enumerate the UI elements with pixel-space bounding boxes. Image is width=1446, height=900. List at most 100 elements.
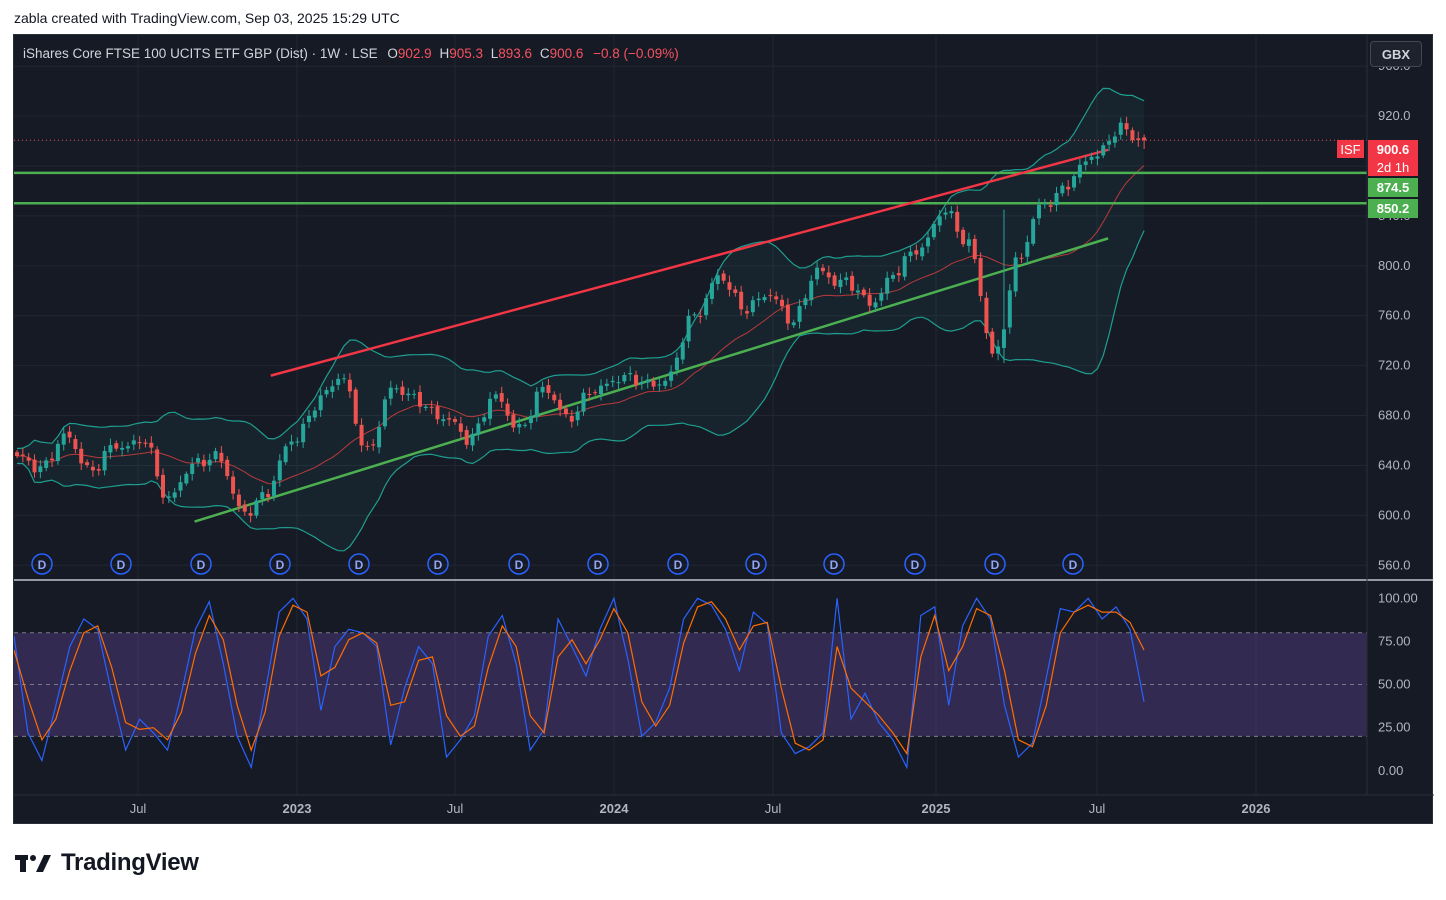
dividend-marker[interactable]: D xyxy=(1062,553,1084,575)
candle-body xyxy=(453,419,457,422)
candle-body xyxy=(861,289,866,296)
candle-body xyxy=(996,346,1001,354)
candle-body xyxy=(1077,164,1082,178)
candle-body xyxy=(891,274,895,279)
candle-body xyxy=(511,414,516,428)
dividend-marker-label: D xyxy=(594,558,603,572)
dividend-marker-label: D xyxy=(197,558,206,572)
dividend-marker-ring xyxy=(31,553,53,575)
candle-body xyxy=(26,457,31,461)
brand-name: TradingView xyxy=(61,849,199,876)
candle-body xyxy=(885,277,890,294)
candle-body xyxy=(990,331,995,354)
candle-body xyxy=(873,302,878,308)
upper-channel-trendline xyxy=(270,148,1109,377)
candle-body xyxy=(79,448,84,464)
candle-body xyxy=(797,306,802,322)
chart-legend: iShares Core FTSE 100 UCITS ETF GBP (Dis… xyxy=(23,46,679,61)
dividend-marker-ring xyxy=(427,553,449,575)
dividend-marker[interactable]: D xyxy=(110,553,132,575)
candle-body xyxy=(73,439,78,450)
candle-body xyxy=(307,415,311,423)
dividend-marker[interactable]: D xyxy=(984,553,1006,575)
candle-body xyxy=(663,380,668,386)
time-tick-label: 2025 xyxy=(922,801,951,816)
candle-body xyxy=(809,280,814,301)
candle-body xyxy=(850,275,855,291)
candle-body xyxy=(961,229,966,245)
dividend-marker[interactable]: D xyxy=(823,553,845,575)
candle-body xyxy=(108,445,113,453)
candle-body xyxy=(832,275,837,286)
dividend-marker[interactable]: D xyxy=(190,553,212,575)
candle-body xyxy=(844,277,849,281)
open-value: 902.9 xyxy=(397,46,432,61)
candle-body xyxy=(1095,156,1100,159)
dividend-marker[interactable]: D xyxy=(427,553,449,575)
dividend-marker[interactable]: D xyxy=(348,553,370,575)
time-tick-label: Jul xyxy=(765,801,782,816)
candle-body xyxy=(417,392,422,407)
candle-body xyxy=(966,239,971,246)
candle-body xyxy=(558,399,563,410)
candle-body xyxy=(1136,138,1141,141)
candle-body xyxy=(318,395,323,411)
candle-body xyxy=(867,294,872,306)
change-value: −0.8 (−0.09%) xyxy=(593,46,679,61)
trend-lines[interactable] xyxy=(194,148,1109,523)
candle-body xyxy=(266,494,271,498)
countdown-tag: 2d 1h xyxy=(1368,158,1418,176)
dividend-marker[interactable]: D xyxy=(587,553,609,575)
candle-body xyxy=(815,267,820,280)
tradingview-logo-icon xyxy=(15,855,51,872)
dividend-marker-ring xyxy=(984,553,1006,575)
candle-body xyxy=(365,445,370,447)
candle-body xyxy=(371,444,376,446)
dividend-marker[interactable]: D xyxy=(31,553,53,575)
candle-body xyxy=(131,440,136,445)
candle-body xyxy=(1112,136,1117,143)
candle-body xyxy=(1013,257,1018,292)
candle-body xyxy=(20,454,25,456)
candle-body xyxy=(347,379,352,392)
candle-body xyxy=(441,419,446,422)
stoch-tick-label: 50.00 xyxy=(1378,677,1411,692)
candle-body xyxy=(1130,130,1135,141)
candle-body xyxy=(978,258,983,296)
dividend-marker[interactable]: D xyxy=(269,553,291,575)
candle-body xyxy=(563,408,568,415)
dividend-marker-label: D xyxy=(117,558,126,572)
candle-body xyxy=(914,250,919,255)
high-label: H xyxy=(439,46,450,61)
candle-body xyxy=(639,382,644,384)
stoch-tick-label: 25.00 xyxy=(1378,720,1411,735)
horizontal-levels[interactable] xyxy=(14,139,1367,205)
candle-body xyxy=(569,415,574,422)
chart-attribution: zabla created with TradingView.com, Sep … xyxy=(14,10,400,26)
dividend-marker-ring xyxy=(667,553,689,575)
stoch-d-line xyxy=(14,600,1145,756)
candle-body xyxy=(593,392,598,394)
candle-body xyxy=(1118,122,1123,135)
dividend-marker-ring xyxy=(823,553,845,575)
candle-body xyxy=(493,394,498,399)
tradingview-brand[interactable]: TradingView xyxy=(15,848,199,878)
currency-button[interactable]: GBX xyxy=(1370,41,1422,67)
bollinger-lower xyxy=(16,230,1145,552)
last-price-tag: 900.6 xyxy=(1368,140,1418,158)
candle-body xyxy=(931,223,936,238)
dividend-marker[interactable]: D xyxy=(745,553,767,575)
dividend-marker[interactable]: D xyxy=(508,553,530,575)
price-tick-label: 720.0 xyxy=(1378,358,1411,373)
candle-body xyxy=(826,272,831,278)
dividend-marker[interactable]: D xyxy=(904,553,926,575)
dividend-marker[interactable]: D xyxy=(667,553,689,575)
candle-body xyxy=(774,296,779,300)
candle-body xyxy=(1048,205,1053,207)
candle-body xyxy=(15,452,19,456)
candle-body xyxy=(686,315,691,342)
dividend-marker-label: D xyxy=(355,558,364,572)
